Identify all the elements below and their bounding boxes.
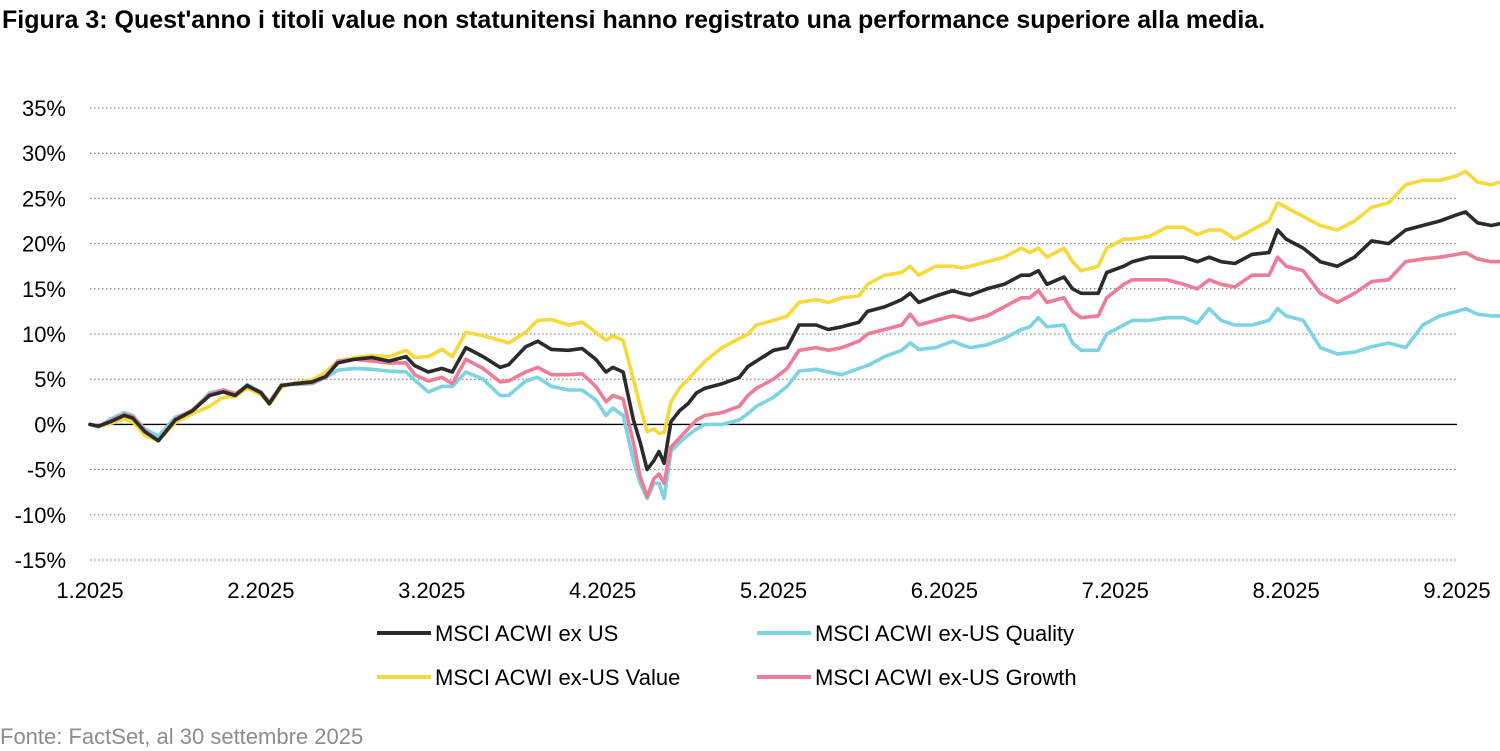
y-tick-label: 20% bbox=[22, 232, 66, 257]
series-line-msci-acwi-ex-us-value bbox=[88, 169, 1500, 443]
legend-label: MSCI ACWI ex-US Quality bbox=[815, 621, 1074, 646]
y-tick-label: -5% bbox=[27, 458, 66, 483]
legend-label: MSCI ACWI ex US bbox=[435, 621, 618, 646]
legend-label: MSCI ACWI ex-US Value bbox=[435, 665, 680, 690]
series-line-msci-acwi-ex-us-quality bbox=[88, 306, 1500, 501]
y-axis: -15% -10% -5% 0% 5% 10% 15% 20% 25% 30% 35% bbox=[15, 96, 66, 573]
y-tick-label: -10% bbox=[15, 503, 66, 528]
x-tick-label: 2.2025 bbox=[227, 578, 294, 603]
x-tick-label: 7.2025 bbox=[1082, 578, 1149, 603]
y-tick-label: 10% bbox=[22, 322, 66, 347]
x-tick-label: 9.2025 bbox=[1423, 578, 1490, 603]
legend: MSCI ACWI ex US MSCI ACWI ex-US Quality MS… bbox=[377, 621, 1077, 690]
x-tick-label: 4.2025 bbox=[569, 578, 636, 603]
legend-label: MSCI ACWI ex-US Growth bbox=[815, 665, 1077, 690]
series-lines bbox=[88, 169, 1500, 501]
gridlines bbox=[90, 107, 1457, 561]
y-tick-label: 25% bbox=[22, 186, 66, 211]
y-tick-label: 15% bbox=[22, 277, 66, 302]
y-tick-label: 5% bbox=[34, 367, 66, 392]
x-tick-label: 8.2025 bbox=[1252, 578, 1319, 603]
x-axis: 1.2025 2.2025 3.2025 4.2025 5.2025 6.2025 7.20… bbox=[56, 578, 1490, 603]
y-tick-label: 35% bbox=[22, 96, 66, 121]
x-tick-label: 1.2025 bbox=[56, 578, 123, 603]
y-tick-label: -15% bbox=[15, 548, 66, 573]
y-tick-label: 30% bbox=[22, 141, 66, 166]
source-note: Fonte: FactSet, al 30 settembre 2025 bbox=[0, 724, 364, 749]
chart-title: Figura 3: Quest'anno i titoli value non … bbox=[2, 6, 1266, 34]
x-tick-label: 6.2025 bbox=[911, 578, 978, 603]
y-tick-label: 0% bbox=[34, 412, 66, 437]
series-line-msci-acwi-ex-us bbox=[88, 210, 1500, 472]
x-tick-label: 3.2025 bbox=[398, 578, 465, 603]
x-tick-label: 5.2025 bbox=[740, 578, 807, 603]
